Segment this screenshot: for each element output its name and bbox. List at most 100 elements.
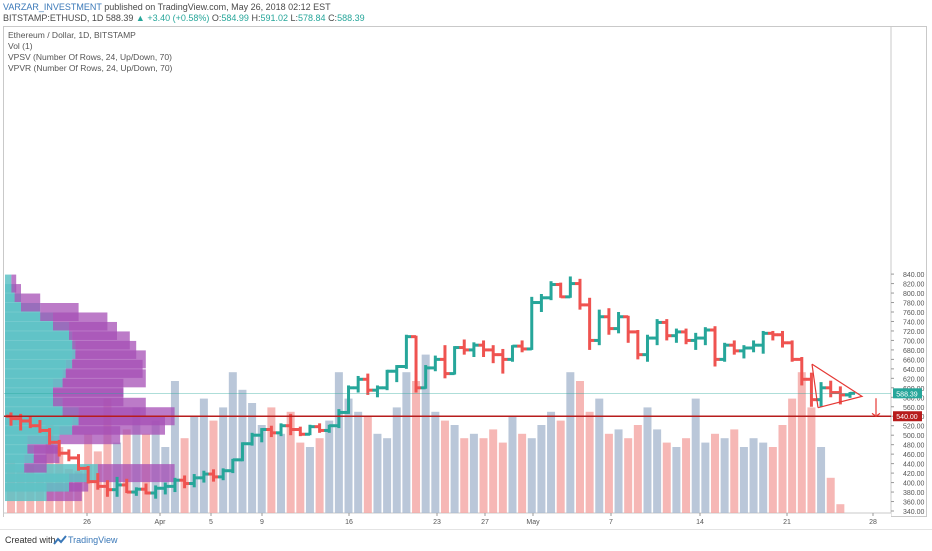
high-value: 591.02 (260, 13, 288, 23)
volume-bar (759, 442, 768, 513)
x-tick-label: 16 (345, 519, 353, 526)
legend-series[interactable]: Ethereum / Dollar, 1D, BITSTAMP (8, 30, 136, 40)
legend-volume[interactable]: Vol (1) (8, 41, 33, 51)
volume-bar (479, 438, 488, 513)
x-tick-label: 26 (83, 519, 91, 526)
volume-bar (412, 381, 421, 513)
volume-bar (604, 433, 613, 513)
volume-bar (826, 477, 835, 513)
volume-bar (730, 429, 739, 513)
last-price-label-bg (893, 388, 922, 399)
volume-bar (749, 438, 758, 513)
y-tick-label: 700.00 (903, 338, 925, 345)
volume-bar (672, 447, 681, 513)
volume-bar (537, 425, 546, 513)
legend-vpvr[interactable]: VPVR (Number Of Rows, 24, Up/Down, 70) (8, 63, 173, 73)
volume-bar (710, 433, 719, 513)
volume-bar (768, 447, 777, 513)
y-tick-label: 340.00 (903, 509, 925, 516)
y-tick-label: 720.00 (903, 329, 925, 336)
volume-bar (527, 438, 536, 513)
price-change: ▲ +3.40 (+0.58%) (135, 13, 210, 23)
x-tick-label: 5 (209, 519, 213, 526)
volume-bar (595, 398, 604, 513)
volume-bar (682, 438, 691, 513)
volume-bar (199, 398, 208, 513)
x-tick-label: May (526, 519, 540, 526)
support-price-label-bg (893, 411, 922, 422)
y-tick-label: 480.00 (903, 443, 925, 450)
y-tick-label: 520.00 (903, 424, 925, 431)
x-tick-label: 7 (609, 519, 613, 526)
volume-bar (817, 447, 826, 513)
volume-bar (315, 438, 324, 513)
y-tick-label: 500.00 (903, 433, 925, 440)
volume-bar (190, 416, 199, 513)
volume-bar (334, 372, 343, 513)
volume-bar (498, 442, 507, 513)
volume-bar (296, 442, 305, 513)
volume-bar (701, 442, 710, 513)
volume-bar (219, 407, 228, 513)
symbol: BITSTAMP:ETHUSD, 1D (3, 13, 104, 23)
volume-bar (257, 425, 266, 513)
volume-bar (508, 416, 517, 513)
volume-bar (585, 411, 594, 513)
y-tick-label: 840.00 (903, 272, 925, 279)
ohlc-chart[interactable]: 340.00 360.00 380.00 400.00 420.00 440.00 460.… (0, 0, 932, 530)
x-tick-label: 28 (869, 519, 877, 526)
volume-bar (267, 407, 276, 513)
vp-down-bar (21, 293, 41, 312)
volume-bar (797, 372, 806, 513)
volume-bar (575, 381, 584, 513)
author-link[interactable]: VARZAR_INVESTMENT (3, 2, 102, 12)
y-tick-label: 420.00 (903, 471, 925, 478)
vp-up-bar (5, 274, 12, 293)
volume-bar (440, 420, 449, 513)
low-value: 578.84 (298, 13, 326, 23)
triangle-side (811, 364, 819, 408)
arrow-down-icon (871, 412, 881, 417)
close-value: 588.39 (337, 13, 365, 23)
volume-bar (209, 420, 218, 513)
y-tick-label: 660.00 (903, 357, 925, 364)
triangle-drawing (811, 363, 864, 409)
volume-bar (248, 403, 257, 513)
legend-vpsv[interactable]: VPSV (Number Of Rows, 24, Up/Down, 70) (8, 52, 172, 62)
volume-bar (402, 372, 411, 513)
volume-bar (421, 354, 430, 513)
y-tick-label: 680.00 (903, 348, 925, 355)
volume-bar (614, 429, 623, 513)
x-tick-label: Apr (155, 519, 167, 526)
vp-down-bar (40, 303, 79, 322)
volume-bar (643, 407, 652, 513)
volume-bar (469, 433, 478, 513)
publish-info: VARZAR_INVESTMENT published on TradingVi… (3, 2, 331, 13)
brand-name[interactable]: TradingView (68, 535, 118, 545)
volume-bar (228, 372, 237, 513)
y-tick-label: 440.00 (903, 462, 925, 469)
vp-down-bar (11, 274, 17, 293)
tradingview-logo-icon (53, 535, 67, 545)
volume-bar (373, 433, 382, 513)
y-tick-label: 760.00 (903, 310, 925, 317)
volume-bar (392, 407, 401, 513)
volume-bar (556, 420, 565, 513)
open-label: O: (211, 13, 222, 23)
volume-bar (305, 447, 314, 513)
vp-down-bar (97, 464, 175, 483)
volume-bar (836, 504, 845, 513)
volume-bar (354, 411, 363, 513)
volume-bar (547, 411, 556, 513)
volume-bar (633, 425, 642, 513)
volume-bar (383, 438, 392, 513)
open-value: 584.99 (221, 13, 249, 23)
y-tick-label: 640.00 (903, 367, 925, 374)
volume-bar (624, 438, 633, 513)
time-axis (4, 513, 891, 527)
y-tick-label: 800.00 (903, 291, 925, 298)
volume-bar (518, 433, 527, 513)
volume-bar (450, 425, 459, 513)
last-price: 588.39 (105, 13, 134, 23)
volume-bar (132, 407, 141, 513)
